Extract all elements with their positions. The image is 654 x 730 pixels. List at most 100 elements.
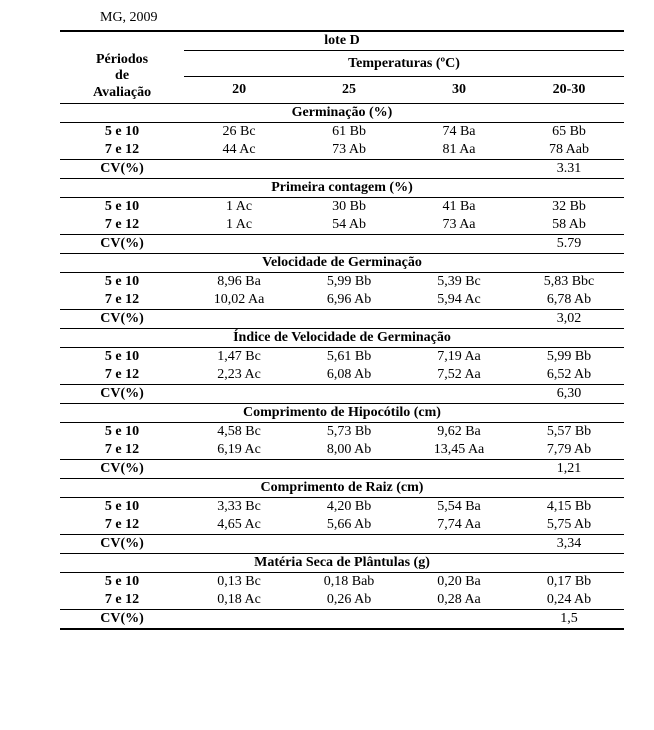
- cv-row: CV(%) 5.79: [60, 234, 624, 253]
- period-header-line3: Avaliação: [93, 85, 151, 100]
- cv-label: CV(%): [60, 309, 184, 328]
- empty-cell: [294, 609, 404, 629]
- cv-value: 6,30: [514, 384, 624, 403]
- value-cell: 6,52 Ab: [514, 366, 624, 385]
- value-cell: 7,79 Ab: [514, 441, 624, 460]
- value-cell: 61 Bb: [294, 122, 404, 141]
- value-cell: 5,94 Ac: [404, 291, 514, 310]
- cv-label: CV(%): [60, 159, 184, 178]
- period-header-line1: Périodos: [96, 52, 148, 67]
- table-row: 5 e 101 Ac30 Bb41 Ba32 Bb: [60, 197, 624, 216]
- temps-header: Temperaturas (ºC): [184, 51, 624, 77]
- cv-value: 3,02: [514, 309, 624, 328]
- value-cell: 1,47 Bc: [184, 347, 294, 366]
- section-title: Velocidade de Germinação: [60, 253, 624, 272]
- cv-row: CV(%) 3,02: [60, 309, 624, 328]
- value-cell: 5,39 Bc: [404, 272, 514, 291]
- period-header-line2: de: [115, 68, 129, 83]
- period-cell: 7 e 12: [60, 291, 184, 310]
- section-title: Matéria Seca de Plântulas (g): [60, 553, 624, 572]
- empty-cell: [404, 159, 514, 178]
- value-cell: 0,20 Ba: [404, 572, 514, 591]
- period-cell: 5 e 10: [60, 347, 184, 366]
- value-cell: 74 Ba: [404, 122, 514, 141]
- period-cell: 5 e 10: [60, 272, 184, 291]
- value-cell: 0,24 Ab: [514, 591, 624, 610]
- table-row: 7 e 120,18 Ac0,26 Ab0,28 Aa0,24 Ab: [60, 591, 624, 610]
- value-cell: 73 Aa: [404, 216, 514, 235]
- cv-value: 5.79: [514, 234, 624, 253]
- value-cell: 4,58 Bc: [184, 422, 294, 441]
- value-cell: 6,78 Ab: [514, 291, 624, 310]
- section-title: Índice de Velocidade de Germinação: [60, 328, 624, 347]
- section-title: Comprimento de Hipocótilo (cm): [60, 403, 624, 422]
- period-cell: 7 e 12: [60, 441, 184, 460]
- period-cell: 5 e 10: [60, 572, 184, 591]
- table-row: 5 e 1026 Bc61 Bb74 Ba65 Bb: [60, 122, 624, 141]
- value-cell: 73 Ab: [294, 141, 404, 160]
- section-title: Primeira contagem (%): [60, 178, 624, 197]
- value-cell: 8,96 Ba: [184, 272, 294, 291]
- value-cell: 6,96 Ab: [294, 291, 404, 310]
- empty-cell: [294, 534, 404, 553]
- cv-label: CV(%): [60, 234, 184, 253]
- period-cell: 5 e 10: [60, 122, 184, 141]
- cv-label: CV(%): [60, 609, 184, 629]
- value-cell: 9,62 Ba: [404, 422, 514, 441]
- cv-label: CV(%): [60, 534, 184, 553]
- empty-cell: [294, 234, 404, 253]
- value-cell: 81 Aa: [404, 141, 514, 160]
- value-cell: 5,73 Bb: [294, 422, 404, 441]
- empty-cell: [184, 609, 294, 629]
- period-cell: 5 e 10: [60, 197, 184, 216]
- empty-cell: [294, 459, 404, 478]
- cv-row: CV(%)3,34: [60, 534, 624, 553]
- cv-value: 3.31: [514, 159, 624, 178]
- data-table: lote D Périodos de Avaliação Temperatura…: [60, 30, 624, 630]
- empty-cell: [404, 234, 514, 253]
- value-cell: 4,65 Ac: [184, 516, 294, 535]
- value-cell: 5,61 Bb: [294, 347, 404, 366]
- value-cell: 0,26 Ab: [294, 591, 404, 610]
- value-cell: 0,28 Aa: [404, 591, 514, 610]
- table-row: 5 e 104,58 Bc5,73 Bb9,62 Ba5,57 Bb: [60, 422, 624, 441]
- table-row: 5 e 101,47 Bc5,61 Bb7,19 Aa5,99 Bb: [60, 347, 624, 366]
- empty-cell: [184, 384, 294, 403]
- value-cell: 54 Ab: [294, 216, 404, 235]
- value-cell: 5,99 Bb: [514, 347, 624, 366]
- period-cell: 5 e 10: [60, 497, 184, 516]
- empty-cell: [404, 384, 514, 403]
- section-title: Germinação (%): [60, 103, 624, 122]
- value-cell: 3,33 Bc: [184, 497, 294, 516]
- table-row: 5 e 100,13 Bc0,18 Bab0,20 Ba0,17 Bb: [60, 572, 624, 591]
- table-row: 7 e 121 Ac54 Ab73 Aa58 Ab: [60, 216, 624, 235]
- value-cell: 5,75 Ab: [514, 516, 624, 535]
- empty-cell: [184, 234, 294, 253]
- table-row: 7 e 1244 Ac73 Ab81 Aa78 Aab: [60, 141, 624, 160]
- table-row: 5 e 103,33 Bc4,20 Bb5,54 Ba4,15 Bb: [60, 497, 624, 516]
- value-cell: 32 Bb: [514, 197, 624, 216]
- cv-row: CV(%)1,21: [60, 459, 624, 478]
- value-cell: 65 Bb: [514, 122, 624, 141]
- empty-cell: [184, 309, 294, 328]
- table-row: 5 e 108,96 Ba5,99 Bb5,39 Bc5,83 Bbc: [60, 272, 624, 291]
- period-cell: 7 e 12: [60, 141, 184, 160]
- empty-cell: [184, 534, 294, 553]
- empty-cell: [404, 459, 514, 478]
- value-cell: 4,20 Bb: [294, 497, 404, 516]
- empty-cell: [294, 159, 404, 178]
- cv-row: CV(%)6,30: [60, 384, 624, 403]
- cv-label: CV(%): [60, 459, 184, 478]
- value-cell: 41 Ba: [404, 197, 514, 216]
- table-row: 7 e 126,19 Ac8,00 Ab13,45 Aa7,79 Ab: [60, 441, 624, 460]
- empty-cell: [404, 609, 514, 629]
- value-cell: 8,00 Ab: [294, 441, 404, 460]
- empty-cell: [184, 159, 294, 178]
- col-20-30: 20-30: [514, 77, 624, 103]
- value-cell: 5,66 Ab: [294, 516, 404, 535]
- value-cell: 0,18 Bab: [294, 572, 404, 591]
- value-cell: 6,19 Ac: [184, 441, 294, 460]
- value-cell: 0,17 Bb: [514, 572, 624, 591]
- value-cell: 5,54 Ba: [404, 497, 514, 516]
- value-cell: 1 Ac: [184, 216, 294, 235]
